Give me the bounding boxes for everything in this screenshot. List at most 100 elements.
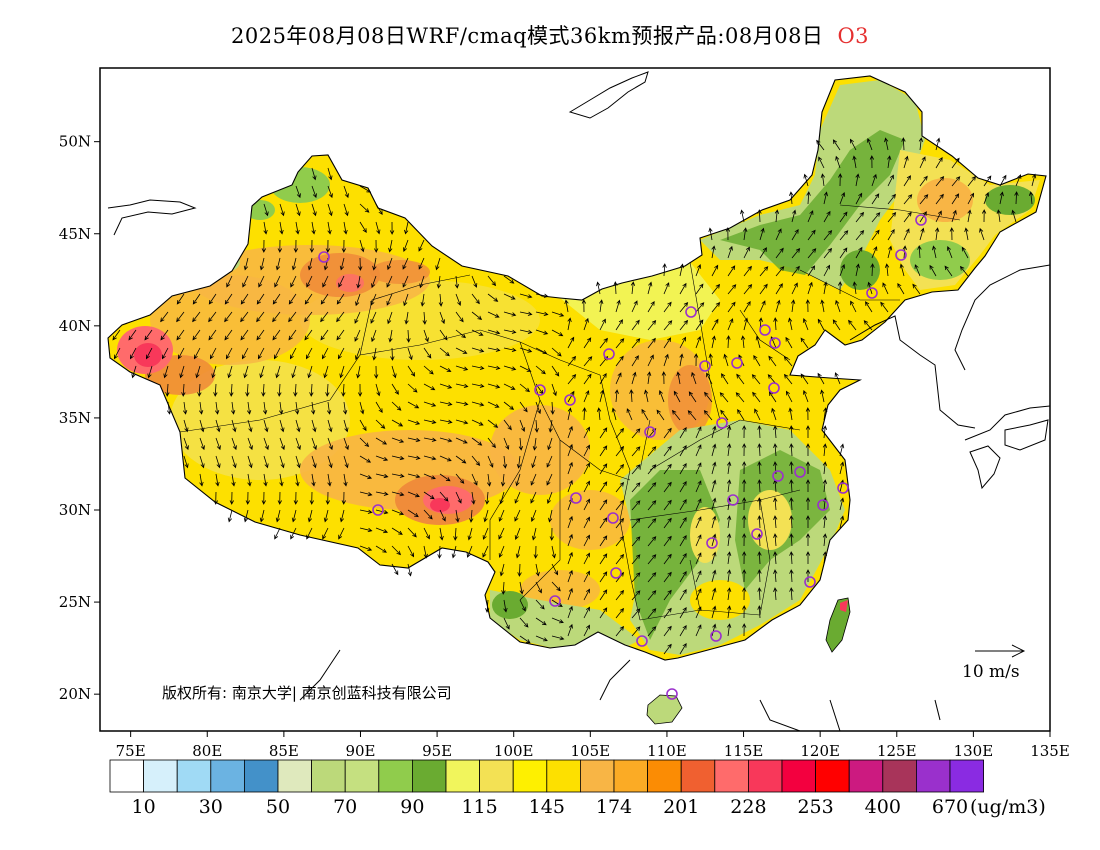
wind-arrow [789, 425, 794, 439]
wind-arrow [773, 317, 778, 331]
wind-arrow [800, 337, 809, 349]
wind-arrow [343, 203, 349, 217]
wind-arrow [599, 445, 608, 457]
site-marker [372, 504, 384, 516]
wind-arrow [791, 248, 801, 259]
taiwan-island [825, 597, 851, 653]
wind-arrow [754, 408, 761, 421]
wind-arrow [679, 534, 687, 547]
wind-arrow [773, 587, 778, 601]
wind-arrow [295, 419, 301, 433]
wind-arrow [374, 239, 379, 253]
wind-arrow [423, 383, 436, 391]
wind-arrow [839, 247, 848, 259]
wind-arrow [423, 527, 430, 540]
wind-arrow [375, 203, 383, 216]
wind-arrow [726, 335, 731, 349]
wind-arrow [663, 337, 672, 349]
colorbar-label: 145 [529, 796, 565, 818]
wind-arrow [288, 311, 297, 323]
wind-arrow [695, 319, 704, 331]
wind-arrow [837, 281, 843, 295]
site-marker [772, 470, 784, 482]
wind-arrow [567, 425, 573, 439]
wind-arrow [884, 263, 890, 277]
wind-arrow [423, 491, 435, 500]
wind-arrow [946, 245, 953, 259]
wind-arrow [832, 319, 841, 331]
wind-arrow [519, 401, 528, 413]
wind-arrow [551, 635, 565, 641]
colorbar-swatch [311, 759, 346, 793]
colorbar: 10 30 50 70 90 115 145 174 201 228 253 400 670 (ug/m3… [109, 759, 1046, 818]
wind-arrow [407, 491, 420, 498]
wind-arrow [439, 527, 444, 541]
wind-arrow [742, 587, 747, 601]
wind-arrow [647, 554, 657, 565]
wind-arrow [740, 209, 745, 223]
wind-arrow [439, 347, 450, 357]
wind-arrow [695, 552, 702, 565]
wind-arrow [567, 479, 573, 493]
colorbar-swatch [815, 759, 850, 793]
wind-arrow [407, 347, 413, 361]
wind-arrow [439, 455, 452, 462]
wind-arrow [423, 545, 428, 559]
wind-arrow [567, 533, 573, 547]
site-marker [570, 492, 582, 504]
wind-arrow [726, 533, 732, 547]
wind-arrow [726, 587, 732, 601]
wind-arrow [519, 383, 530, 393]
wind-arrow [359, 527, 373, 533]
wind-arrow [311, 203, 317, 217]
wind-arrow [757, 443, 762, 457]
wind-arrow [356, 275, 361, 289]
wind-arrow [503, 437, 510, 450]
wind-arrow [176, 329, 185, 341]
wind-arrow [423, 419, 437, 424]
wind-arrow [471, 419, 484, 426]
wind-arrow [871, 246, 878, 259]
wind-arrow [855, 246, 863, 259]
wind-arrow [599, 372, 607, 385]
wind-arrow [695, 462, 702, 475]
wind-arrow [535, 635, 548, 642]
site-marker [607, 512, 619, 524]
wind-arrow [817, 318, 825, 331]
colorbar-swatch [143, 759, 178, 793]
wind-arrow [323, 509, 329, 523]
wind-arrow [320, 329, 329, 341]
wind-arrow [631, 518, 641, 529]
wind-arrow [356, 365, 361, 379]
wind-arrow [277, 383, 282, 397]
site-marker [699, 360, 711, 372]
wind-arrow [258, 275, 265, 288]
lon-tick-label: 75E [116, 742, 146, 760]
wind-arrow [192, 293, 201, 305]
wind-arrow [983, 175, 992, 187]
wind-arrow [679, 606, 687, 619]
site-marker [817, 499, 829, 511]
wind-arrow [599, 318, 606, 331]
wind-arrow [375, 509, 389, 515]
wind-arrow [439, 311, 445, 325]
wind-arrow [530, 509, 537, 523]
wind-arrow [567, 317, 572, 331]
wind-arrow [775, 247, 784, 259]
wind-arrow [503, 365, 517, 371]
wind-arrow [391, 419, 404, 427]
wind-arrow [535, 401, 541, 415]
colorbar-label: 670 [932, 796, 968, 818]
wind-arrow [865, 301, 873, 313]
wind-arrow [631, 338, 641, 349]
site-marker [768, 382, 780, 394]
lon-tick-label: 105E [571, 742, 611, 760]
wind-arrow [852, 281, 857, 295]
site-marker [685, 306, 697, 318]
colorbar-label: 253 [797, 796, 833, 818]
wind-arrow [848, 319, 857, 331]
wind-arrow [279, 473, 284, 487]
wind-arrow [935, 156, 943, 169]
wind-arrow [695, 588, 702, 601]
